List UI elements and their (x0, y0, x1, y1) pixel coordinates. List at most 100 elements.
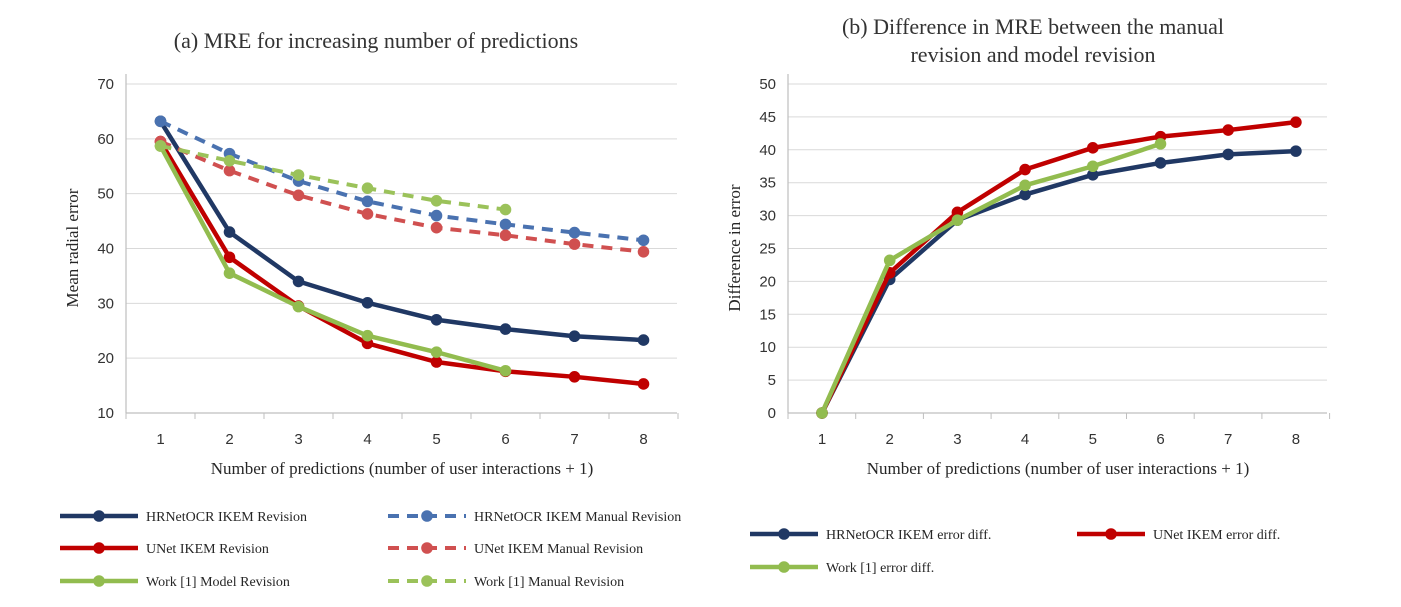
chartB-legend-label: UNet IKEM error diff. (1153, 528, 1280, 543)
chartA-series-1 (154, 115, 650, 247)
chartB-data-point (1290, 116, 1302, 128)
chartB-data-point (1019, 163, 1031, 176)
chartA-x-tick-label: 4 (363, 431, 371, 448)
chartA-data-point (499, 364, 512, 377)
chartA-data-point (568, 330, 581, 343)
chartB-legend-item: Work [1] error diff. (750, 561, 934, 576)
chartA-data-point (223, 164, 236, 177)
chartB-series-line (819, 141, 1163, 416)
chartA-data-point (292, 169, 305, 181)
chartA-y-tick-label: 30 (97, 295, 114, 312)
chartA-legend-marker (421, 542, 433, 554)
chartB-series-2 (816, 138, 1167, 419)
chartA-data-point (568, 371, 581, 383)
chartB-legend-marker (778, 528, 790, 540)
chartA-data-point (637, 334, 650, 346)
chartA-legend-label: HRNetOCR IKEM Revision (146, 510, 307, 525)
chartA-series-line (159, 119, 644, 243)
chart-b-legend: HRNetOCR IKEM error diff. UNet IKEM error… (750, 528, 1280, 576)
chartB-data-point (1222, 148, 1234, 161)
chartA-data-point (637, 245, 650, 258)
chart-a-x-axis-title: Number of predictions (number of user in… (211, 459, 594, 478)
chartA-data-point (292, 300, 305, 313)
chartA-y-tick-label: 20 (97, 350, 114, 367)
chart-a-axes: 10 20 30 40 50 60 70 1 2 3 4 5 6 7 8 (97, 74, 679, 448)
chartB-data-point (1154, 157, 1167, 169)
chartA-legend-label: HRNetOCR IKEM Manual Revision (474, 510, 681, 525)
chartA-data-point (292, 275, 305, 288)
chartA-data-point (499, 229, 512, 242)
chartA-data-point (361, 182, 374, 194)
chartA-data-point (223, 267, 236, 279)
chartB-x-tick-label: 4 (1021, 431, 1029, 448)
chartA-data-point (430, 356, 443, 368)
chartA-data-point (223, 154, 236, 167)
chartB-y-tick-label: 35 (759, 175, 776, 192)
chartB-data-point (1087, 160, 1099, 173)
chartA-data-point (361, 296, 374, 309)
chartA-legend-item: Work [1] Model Revision (60, 575, 290, 590)
chartA-data-point (430, 209, 443, 222)
chartA-legend-item: HRNetOCR IKEM Manual Revision (388, 510, 681, 525)
chartB-y-tick-label: 15 (759, 306, 776, 323)
chartA-data-point (568, 226, 581, 239)
chart-a-title: (a) MRE for increasing number of predict… (174, 28, 578, 53)
chartB-legend-marker (1105, 528, 1117, 540)
chartA-x-tick-label: 2 (225, 431, 233, 448)
chart-b-series (816, 116, 1302, 419)
chartB-x-tick-label: 2 (886, 431, 894, 448)
chart-b-x-axis-title: Number of predictions (number of user in… (867, 459, 1250, 478)
chartB-y-tick-label: 50 (759, 76, 776, 93)
chartB-data-point (816, 407, 828, 419)
chartA-legend-label: UNet IKEM Manual Revision (474, 542, 643, 557)
chartA-data-point (499, 203, 512, 216)
chartB-y-tick-label: 40 (759, 142, 776, 159)
chartB-series-0 (816, 145, 1302, 419)
chartA-data-point (430, 313, 443, 326)
chartB-y-tick-label: 30 (759, 208, 776, 225)
chartA-series-4 (154, 140, 512, 377)
chartA-series-line (159, 139, 644, 254)
chartB-data-point (1290, 145, 1302, 157)
chartB-x-tick-label: 6 (1156, 431, 1164, 448)
chartA-data-point (499, 218, 512, 231)
chartB-y-tick-label: 10 (759, 339, 776, 356)
chart-b-y-axis-title: Difference in error (725, 184, 744, 311)
chartA-data-point (292, 189, 305, 202)
chartB-legend-label: HRNetOCR IKEM error diff. (826, 528, 991, 543)
chartA-y-tick-label: 40 (97, 241, 114, 258)
chartB-series-line (819, 148, 1299, 416)
chart-a-series (154, 115, 650, 390)
chartB-y-tick-label: 45 (759, 109, 776, 126)
chartA-series-line (158, 119, 646, 343)
chartA-x-tick-label: 6 (501, 431, 509, 448)
chartB-legend-item: UNet IKEM error diff. (1077, 528, 1280, 543)
chartB-x-tick-label: 3 (953, 431, 961, 448)
chartA-x-tick-label: 1 (156, 431, 164, 448)
chartA-data-point (430, 194, 443, 207)
chartB-x-tick-label: 5 (1089, 431, 1097, 448)
chartA-y-tick-label: 10 (97, 405, 114, 422)
chartA-legend-label: UNet IKEM Revision (146, 542, 269, 557)
chartB-legend-item: HRNetOCR IKEM error diff. (750, 528, 991, 543)
chartB-data-point (951, 214, 964, 227)
chartA-legend-label: Work [1] Manual Revision (474, 575, 624, 590)
chartB-legend-label: Work [1] error diff. (826, 561, 934, 576)
chartB-data-point (883, 254, 896, 267)
chartA-series-line (158, 139, 646, 387)
chartB-x-tick-label: 1 (818, 431, 826, 448)
chartB-y-tick-label: 5 (768, 372, 776, 389)
chartB-data-point (1154, 138, 1167, 150)
chartA-x-tick-label: 5 (432, 431, 440, 448)
chartA-legend-marker (93, 510, 105, 522)
chartA-x-tick-label: 3 (294, 431, 302, 448)
chartA-data-point (361, 208, 374, 220)
chartB-legend-marker (778, 561, 790, 573)
chartA-data-point (361, 329, 374, 342)
chartA-legend-item: HRNetOCR IKEM Revision (60, 510, 307, 525)
chartA-data-point (637, 234, 650, 247)
chart-b-title-line-1: (b) Difference in MRE between the manual (842, 14, 1224, 39)
chartA-data-point (430, 221, 443, 234)
